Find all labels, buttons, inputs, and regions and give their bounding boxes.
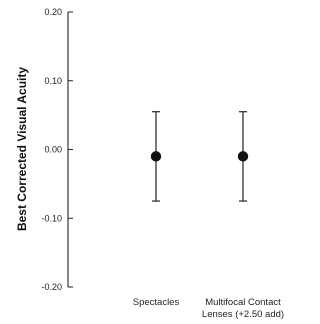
category-label: Lenses (+2.50 add)	[202, 309, 284, 320]
y-tick-label: -0.20	[41, 282, 62, 292]
mean-marker	[237, 151, 249, 162]
y-axis-title: Best Corrected Visual Acuity	[15, 67, 29, 231]
data-marks	[150, 111, 249, 202]
y-tick-label: 0.20	[44, 7, 62, 17]
y-tick-label: -0.10	[41, 213, 62, 223]
y-tick-label: 0.10	[44, 76, 62, 86]
mean-marker	[150, 151, 162, 162]
category-label: Spectacles	[133, 297, 180, 308]
category-label: Multifocal Contact	[205, 297, 281, 308]
y-axis-ticks: 0.20 0.10 0.00 -0.10 -0.20	[41, 7, 73, 292]
y-tick-label: 0.00	[44, 145, 62, 155]
